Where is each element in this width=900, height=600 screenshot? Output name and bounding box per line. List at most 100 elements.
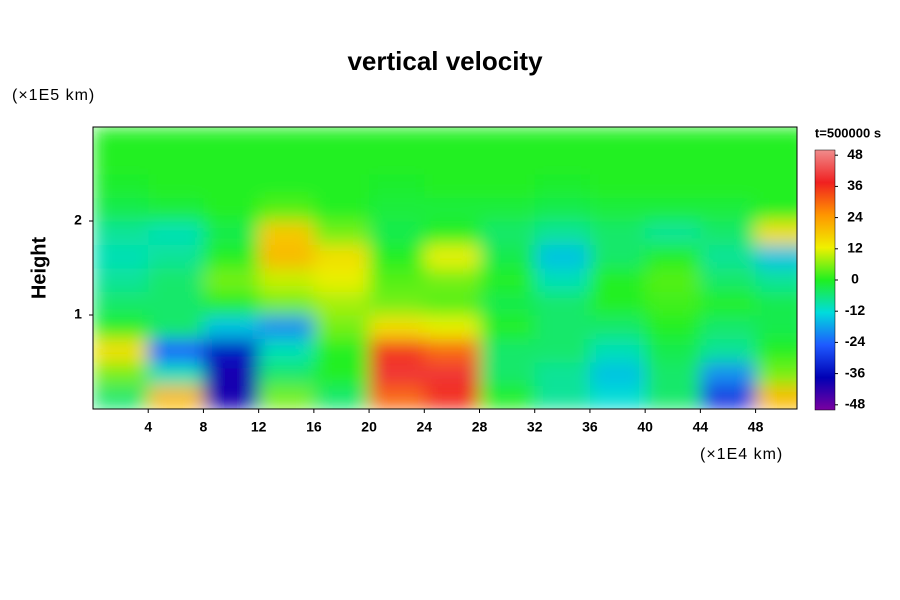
- heatmap-cell: [93, 362, 149, 386]
- heatmap-cell: [589, 221, 646, 245]
- heatmap-cell: [424, 315, 481, 339]
- heatmap-cell: [700, 362, 757, 386]
- heatmap-cell: [645, 268, 701, 292]
- heatmap-cell: [424, 291, 481, 316]
- heatmap-cell: [258, 385, 315, 409]
- x-tick-label: 12: [251, 419, 267, 435]
- heatmap-cell: [479, 362, 536, 386]
- heatmap-cell: [534, 385, 591, 409]
- heatmap-cell: [479, 127, 536, 151]
- heatmap-cell: [645, 127, 701, 151]
- heatmap-cell: [313, 385, 370, 409]
- heatmap-cell: [700, 291, 757, 316]
- x-tick-label: 20: [361, 419, 377, 435]
- heatmap-cell: [148, 244, 204, 269]
- heatmap-cell: [479, 197, 536, 222]
- heatmap-cell: [589, 385, 646, 409]
- y-tick-label: 1: [74, 306, 82, 322]
- colorbar-tick-label: -36: [845, 364, 865, 380]
- heatmap-cell: [589, 174, 646, 198]
- heatmap-cell: [755, 362, 797, 386]
- heatmap-cell: [93, 385, 149, 409]
- heatmap-cell: [313, 197, 370, 222]
- heatmap-cell: [755, 150, 797, 175]
- x-tick-label: 28: [472, 419, 488, 435]
- heatmap-cell: [645, 315, 701, 339]
- heatmap-cell: [534, 197, 591, 222]
- heatmap-cell: [479, 221, 536, 245]
- colorbar: [814, 149, 836, 411]
- heatmap-cell: [424, 197, 481, 222]
- heatmap-cell: [479, 174, 536, 198]
- heatmap-cell: [534, 244, 591, 269]
- heatmap-cell: [424, 150, 481, 175]
- heatmap-cell: [203, 127, 260, 151]
- heatmap-cell: [203, 174, 260, 198]
- heatmap-cell: [479, 385, 536, 409]
- heatmap-cell: [645, 150, 701, 175]
- heatmap-cell: [313, 221, 370, 245]
- x-tick-label: 40: [637, 419, 653, 435]
- heatmap-cell: [93, 268, 149, 292]
- heatmap-cell: [148, 385, 204, 409]
- heatmap-cell: [589, 244, 646, 269]
- heatmap-cell: [645, 291, 701, 316]
- heatmap-cell: [755, 174, 797, 198]
- x-axis-label: (×1E4 km): [700, 446, 783, 463]
- heatmap-cell: [93, 127, 149, 151]
- heatmap-cell: [148, 362, 204, 386]
- colorbar-tick-label: -12: [845, 302, 865, 318]
- heatmap-cell: [589, 127, 646, 151]
- heatmap-cell: [148, 338, 204, 363]
- x-tick-label: 8: [200, 419, 208, 435]
- x-tick-label: 24: [417, 419, 433, 435]
- heatmap-cell: [700, 174, 757, 198]
- heatmap-cell: [203, 362, 260, 386]
- heatmap-cell: [369, 150, 425, 175]
- heatmap-cell: [534, 291, 591, 316]
- heatmap-cell: [258, 291, 315, 316]
- heatmap-cell: [534, 150, 591, 175]
- heatmap-cell: [258, 150, 315, 175]
- y-unit: (×1E5 km): [12, 87, 95, 104]
- heatmap-cell: [424, 244, 481, 269]
- heatmap-cell: [258, 315, 315, 339]
- chart-title: vertical velocity: [347, 46, 543, 76]
- x-tick-label: 48: [748, 419, 764, 435]
- heatmap-cell: [700, 268, 757, 292]
- heatmap-cell: [369, 362, 425, 386]
- heatmap-cell: [755, 385, 797, 409]
- heatmap-cell: [424, 174, 481, 198]
- heatmap-cell: [258, 127, 315, 151]
- heatmap-cell: [258, 221, 315, 245]
- heatmap-cell: [369, 127, 425, 151]
- heatmap-cell: [93, 150, 149, 175]
- colorbar-tick-label: -48: [845, 396, 865, 412]
- heatmap-cell: [424, 127, 481, 151]
- heatmap-cell: [589, 315, 646, 339]
- heatmap-cell: [479, 150, 536, 175]
- heatmap-cell: [534, 362, 591, 386]
- heatmap-cell: [148, 174, 204, 198]
- heatmap-cell: [700, 150, 757, 175]
- heatmap-cell: [258, 197, 315, 222]
- heatmap-cell: [645, 385, 701, 409]
- heatmap-cell: [93, 315, 149, 339]
- heatmap-cell: [479, 291, 536, 316]
- heatmap-cell: [589, 268, 646, 292]
- heatmap-cell: [258, 174, 315, 198]
- x-tick-label: 36: [582, 419, 598, 435]
- heatmap-cell: [148, 150, 204, 175]
- heatmap-cell: [313, 338, 370, 363]
- heatmap-cell: [203, 338, 260, 363]
- heatmap-cell: [589, 197, 646, 222]
- heatmap-cell: [313, 362, 370, 386]
- heatmap-cell: [479, 244, 536, 269]
- x-tick-label: 16: [306, 419, 322, 435]
- y-axis-label: Height: [28, 237, 50, 300]
- heatmap-cell: [258, 244, 315, 269]
- heatmap-cell: [424, 362, 481, 386]
- heatmap-cell: [479, 268, 536, 292]
- colorbar-tick-label: 24: [847, 208, 863, 224]
